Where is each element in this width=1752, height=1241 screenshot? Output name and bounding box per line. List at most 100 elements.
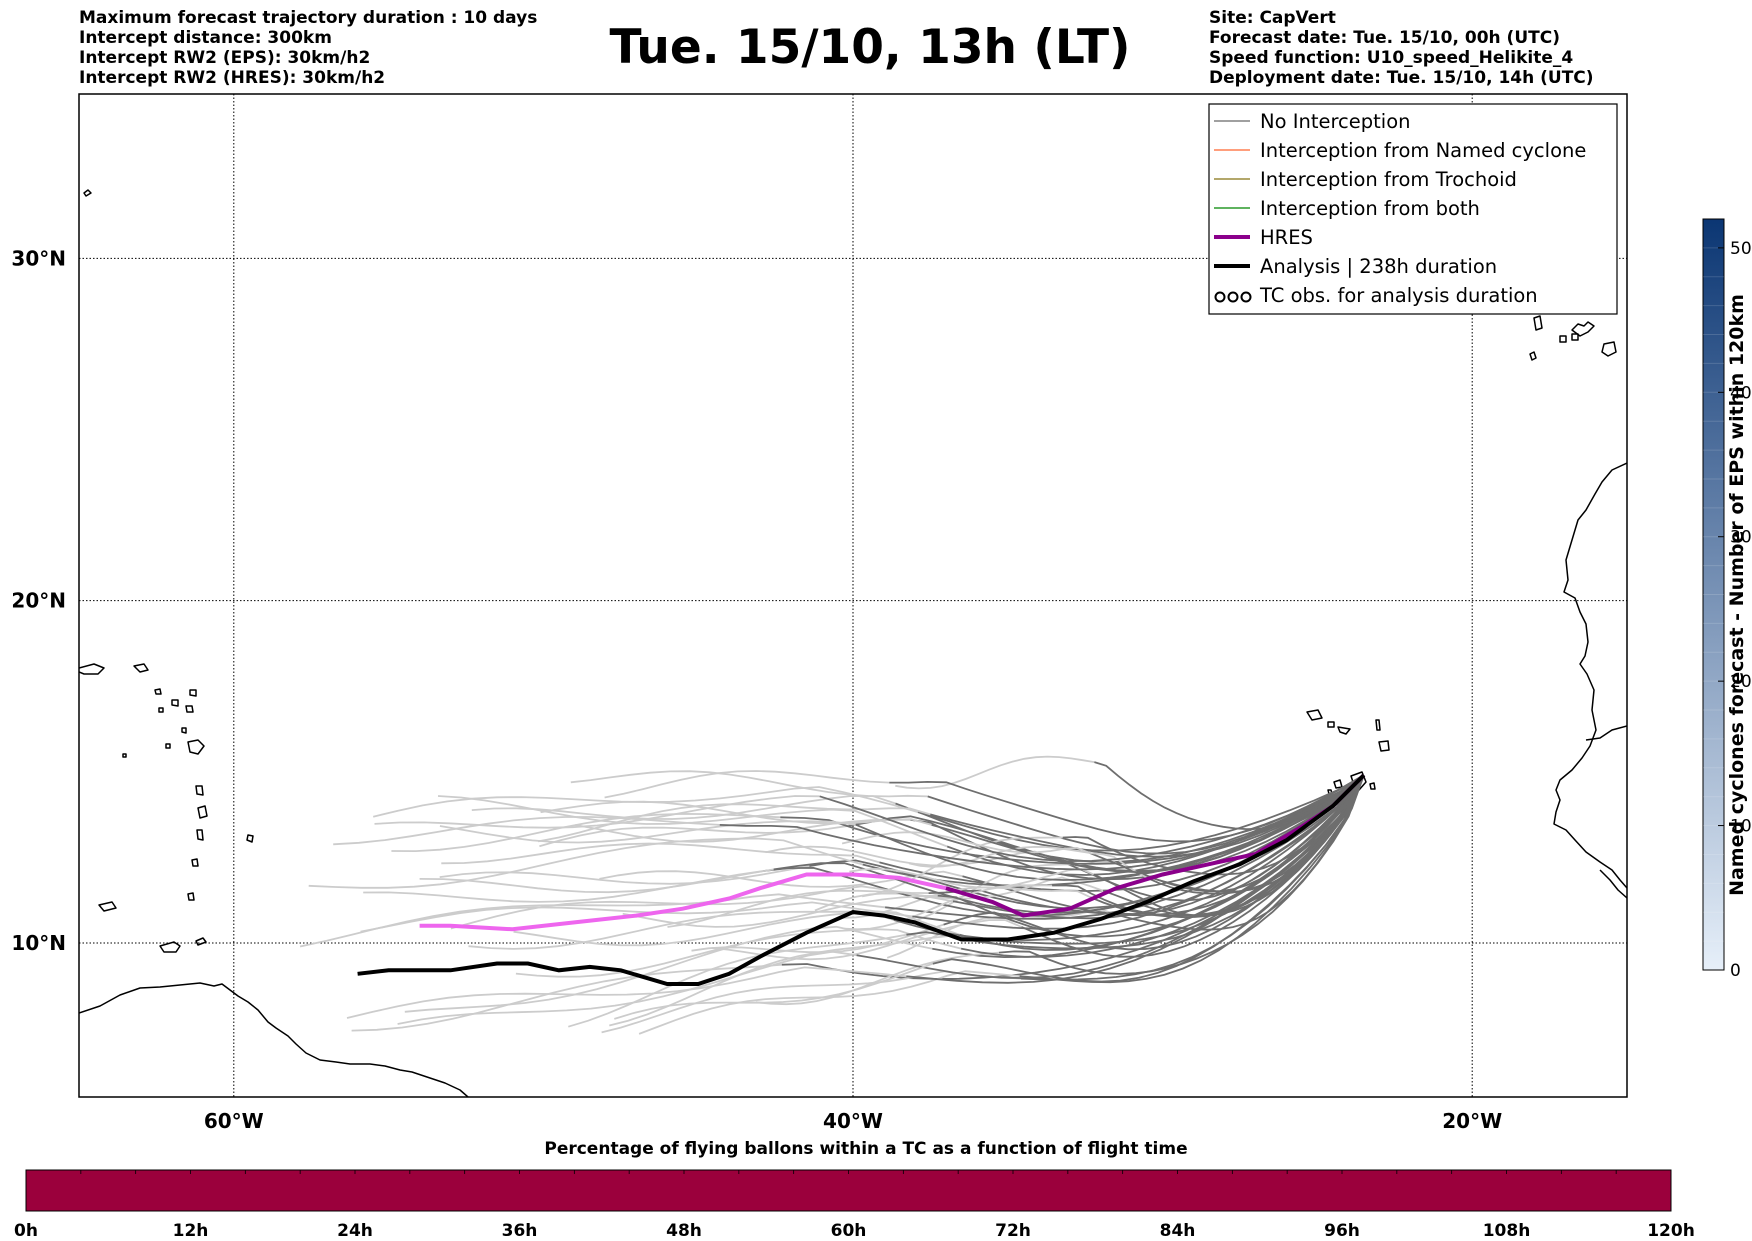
colorbar-bottom-tick-label: 72h	[995, 1221, 1031, 1241]
map-content	[79, 94, 1627, 1097]
ensemble-track	[841, 831, 1091, 854]
ensemble-track	[360, 901, 913, 933]
colorbar-bottom-tick-label: 12h	[173, 1221, 209, 1241]
island-grenada	[187, 892, 195, 901]
ensemble-track-early	[1093, 774, 1365, 917]
info-left-line: Intercept distance: 300km	[79, 28, 332, 48]
island-dominica	[195, 785, 204, 796]
island-small-3	[122, 753, 127, 758]
legend-label: Interception from Trochoid	[1260, 168, 1517, 191]
ensemble-tracks	[299, 755, 1365, 1035]
colorbar-right-tick-label: 20	[1730, 672, 1752, 692]
ensemble-track-early	[917, 774, 1365, 852]
legend-label: No Interception	[1260, 110, 1411, 133]
tc-obs-symbol-icon	[1240, 291, 1252, 303]
island-sao-nicolau	[1337, 726, 1351, 735]
map-frame	[78, 93, 1628, 1098]
island-guadeloupe	[187, 739, 205, 755]
island-sao-vicente	[1327, 721, 1335, 728]
lon-tick-label: 40°W	[823, 1109, 883, 1133]
ensemble-track-early	[910, 774, 1365, 881]
axis-labels: 60°W 40°W 20°W 30°N 20°N 10°N	[11, 246, 1502, 1133]
colorbar-right: 0 10 20 30 40 50 Named cyclones forecast - Nu…	[1702, 218, 1752, 981]
colorbar-bottom-tick-label: 24h	[337, 1221, 373, 1241]
legend-frame	[1208, 103, 1618, 315]
ensemble-track	[604, 770, 890, 799]
colorbar-bottom-tick-label: 96h	[1324, 1221, 1360, 1241]
colorbar-bottom-bar	[25, 1169, 1672, 1212]
island-barbados	[246, 834, 254, 843]
ensemble-track	[765, 845, 1051, 867]
colorbar-right-gradient	[1702, 218, 1725, 971]
island-barbuda	[189, 689, 197, 697]
legend-label: Interception from both	[1260, 197, 1480, 220]
ensemble-track	[540, 800, 932, 826]
ensemble-track	[861, 836, 1063, 898]
ensemble-track-early	[855, 774, 1365, 881]
ensemble-track-early	[879, 774, 1365, 892]
tc-obs-symbol-icon	[1214, 291, 1226, 303]
ensemble-track-early	[906, 774, 1365, 984]
colorbar-right-tick-label: 0	[1730, 961, 1741, 981]
ensemble-track-early	[1019, 774, 1365, 984]
info-left-line: Intercept RW2 (EPS): 30km/h2	[79, 48, 371, 68]
island-margarita	[98, 901, 117, 912]
ensemble-track	[691, 923, 944, 954]
legend-label: Interception from Named cyclone	[1260, 139, 1586, 162]
info-right: Site: CapVert Forecast date: Tue. 15/10, …	[1209, 8, 1594, 88]
ensemble-track	[849, 867, 1095, 889]
legend: No Interception Interception from Named c…	[1208, 103, 1618, 315]
legend-label: HRES	[1260, 226, 1313, 249]
ensemble-track	[333, 816, 720, 846]
africa-coast	[1553, 462, 1627, 889]
island-st-lucia	[196, 829, 204, 841]
ensemble-track-early	[719, 774, 1365, 871]
island-virgin	[133, 663, 149, 673]
ensemble-track	[908, 845, 1149, 879]
colorbar-bottom-tick-label: 0h	[14, 1221, 38, 1241]
island-st-kitts	[171, 699, 179, 707]
ensemble-track	[895, 755, 1095, 790]
island-martinique	[197, 805, 208, 819]
colorbar-right-tick-label: 40	[1730, 383, 1752, 403]
ensemble-track	[844, 884, 1053, 931]
colorbar-bottom-tick-label: 84h	[1160, 1221, 1196, 1241]
colorbar-bottom-tick-label: 48h	[666, 1221, 702, 1241]
ensemble-track	[308, 837, 863, 889]
ensemble-track-early	[893, 774, 1365, 942]
colorbar-right-title: Named cyclones forecast - Number of EPS …	[1726, 294, 1748, 896]
colorbar-right-tick-label: 30	[1730, 528, 1752, 548]
island-antigua	[185, 705, 194, 713]
ensemble-track	[374, 795, 820, 829]
ensemble-track-early	[937, 774, 1365, 938]
info-right-line: Forecast date: Tue. 15/10, 00h (UTC)	[1209, 28, 1560, 48]
island-canary-6	[1529, 351, 1537, 361]
island-canary-5	[1601, 341, 1617, 357]
legend-label: Analysis | 238h duration	[1260, 255, 1497, 278]
ensemble-track	[391, 812, 781, 853]
ensemble-track-early	[819, 774, 1365, 863]
island-canary-2	[1559, 335, 1567, 343]
colorbar-bottom-tick-label: 36h	[502, 1221, 538, 1241]
ensemble-track-early	[912, 774, 1365, 930]
tc-obs-symbol-icon	[1227, 291, 1239, 303]
island-puerto-rico	[79, 663, 105, 675]
ensemble-track	[471, 795, 896, 820]
island-canary-3	[1571, 333, 1579, 341]
info-left: Maximum forecast trajectory duration : 1…	[79, 8, 537, 88]
ensemble-track	[419, 868, 774, 894]
island-trinidad	[159, 941, 181, 953]
ensemble-track	[439, 865, 810, 885]
island-montserrat	[181, 727, 187, 734]
ensemble-track	[575, 818, 911, 843]
ensemble-track-early	[930, 774, 1365, 858]
africa-coast-detail-2	[1599, 869, 1627, 899]
island-maio	[1369, 782, 1376, 790]
page-title: Tue. 15/10, 13h (LT)	[609, 20, 1131, 75]
ensemble-track	[614, 962, 934, 1020]
island-tobago	[195, 937, 207, 946]
lat-tick-label: 30°N	[11, 246, 66, 270]
island-boa-vista	[1378, 740, 1390, 752]
coastlines	[79, 189, 1627, 1097]
ensemble-track-early	[927, 774, 1365, 855]
